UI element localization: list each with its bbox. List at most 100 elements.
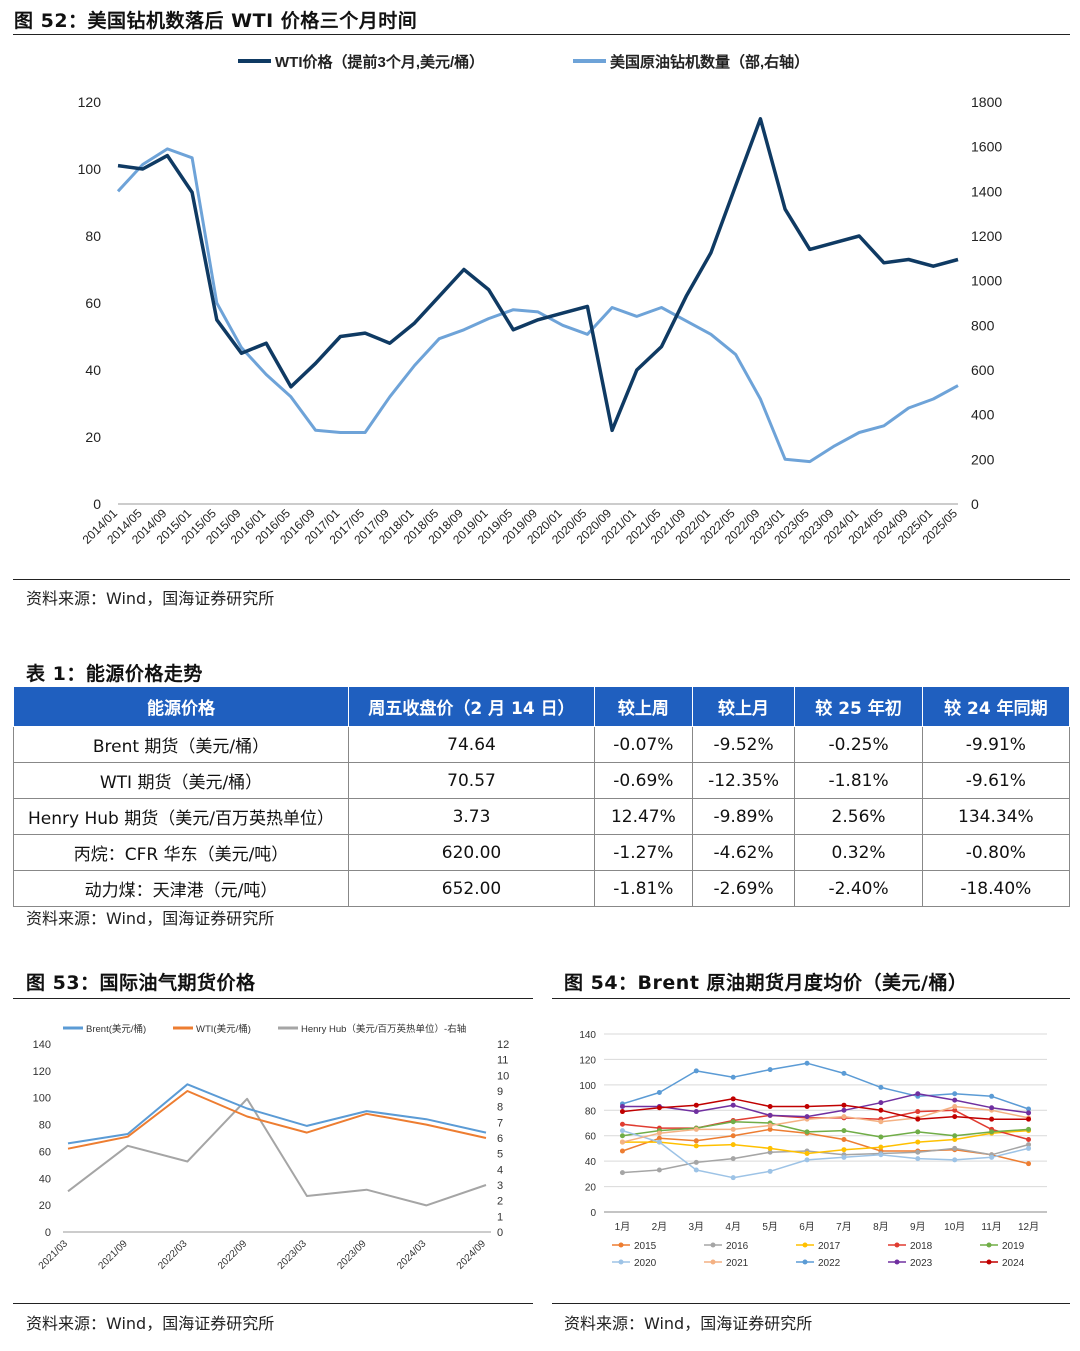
y-right-tick-label: 800 <box>971 317 995 333</box>
data-point-2018 <box>952 1107 958 1113</box>
table-cell: -2.40% <box>794 870 923 907</box>
data-point-2020 <box>656 1139 662 1145</box>
x-tick-label: 2022/09 <box>216 1238 250 1272</box>
x-tick-label: 11月 <box>981 1221 1001 1233</box>
data-point-2020 <box>952 1157 958 1163</box>
data-point-2021 <box>878 1119 884 1125</box>
y-right-tick-label: 7 <box>497 1117 503 1129</box>
data-point-2022 <box>804 1060 810 1066</box>
data-point-2024 <box>619 1109 625 1115</box>
data-point-2018 <box>1026 1137 1032 1143</box>
table-header-cell: 较 24 年同期 <box>921 686 1071 727</box>
y-left-tick-label: 40 <box>85 362 101 378</box>
data-point-2015 <box>767 1126 773 1132</box>
x-tick-label: 7月 <box>836 1221 852 1233</box>
x-tick-label: 8月 <box>873 1221 889 1233</box>
data-point-2016 <box>730 1156 736 1162</box>
table-cell: -0.80% <box>921 834 1071 871</box>
data-point-2023 <box>1026 1110 1032 1116</box>
data-point-2021 <box>656 1130 662 1136</box>
y-right-tick-label: 1800 <box>971 94 1002 110</box>
y-left-tick-label: 80 <box>39 1120 51 1132</box>
data-point-2024 <box>1026 1116 1032 1122</box>
data-point-2022 <box>878 1084 884 1090</box>
legend-label: WTI(美元/桶) <box>196 1023 251 1035</box>
x-tick-label: 2023/09 <box>335 1238 369 1272</box>
data-point-2017 <box>841 1147 847 1153</box>
series-line-2024 <box>622 1098 1029 1120</box>
table-header-cell: 较上周 <box>594 686 693 727</box>
fig53-bottom-rule <box>13 1303 533 1304</box>
x-tick-label: 12月 <box>1018 1221 1039 1233</box>
data-point-2016 <box>1026 1142 1032 1148</box>
table-row: 丙烷：CFR 华东（美元/吨） 620.00 -1.27% -4.62% 0.3… <box>13 834 1071 871</box>
data-point-2017 <box>767 1145 773 1151</box>
data-point-2020 <box>1026 1145 1032 1151</box>
data-point-2020 <box>915 1156 921 1162</box>
legend-marker <box>802 1242 808 1248</box>
data-point-2024 <box>915 1116 921 1122</box>
y-tick-label: 100 <box>579 1081 596 1092</box>
x-tick-label: 5月 <box>762 1221 778 1233</box>
series-line-2019 <box>622 1120 1029 1138</box>
y-right-tick-label: 0 <box>497 1227 503 1239</box>
y-left-tick-label: 0 <box>45 1227 51 1239</box>
fig54-top-rule <box>552 998 1070 999</box>
y-right-tick-label: 2 <box>497 1196 503 1208</box>
data-point-2023 <box>619 1103 625 1109</box>
table-row: Brent 期货（美元/桶） 74.64 -0.07% -9.52% -0.25… <box>13 726 1071 763</box>
data-point-2016 <box>693 1159 699 1165</box>
table-header-cell: 较 25 年初 <box>794 686 923 727</box>
table-cell: -18.40% <box>921 870 1071 907</box>
data-point-2017 <box>878 1144 884 1150</box>
table-cell-name: Brent 期货（美元/桶） <box>13 726 349 763</box>
data-point-2022 <box>1026 1106 1032 1112</box>
series-line-2017 <box>622 1129 1029 1155</box>
table1-title: 表 1：能源价格走势 <box>26 663 203 685</box>
rig-count-line <box>116 147 959 464</box>
fig52-top-rule <box>13 34 1070 35</box>
table-cell: -9.91% <box>921 726 1071 763</box>
table-cell: -2.69% <box>691 870 796 907</box>
series-line-2021 <box>622 1105 1029 1143</box>
y-left-tick-label: 100 <box>33 1093 51 1105</box>
y-left-tick-label: 40 <box>39 1173 51 1185</box>
fig53-chart: Brent(美元/桶) WTI(美元/桶) Henry Hub（美元/百万英热单位）… <box>33 1023 510 1272</box>
data-point-2021 <box>730 1126 736 1132</box>
table-cell: -12.35% <box>691 762 796 799</box>
x-tick-label: 10月 <box>944 1221 965 1233</box>
table-cell: -0.25% <box>794 726 923 763</box>
x-tick-label: 9月 <box>910 1221 926 1233</box>
legend-label-wti: WTI价格（提前3个月,美元/桶） <box>275 53 484 71</box>
fig52-chart: WTI价格（提前3个月,美元/桶） 美国原油钻机数量（部,右轴） 0 20 40 60 80… <box>78 53 1003 547</box>
y-right-tick-label: 1 <box>497 1211 503 1223</box>
data-point-2024 <box>693 1102 699 1108</box>
data-point-2021 <box>619 1139 625 1145</box>
data-point-2021 <box>767 1123 773 1129</box>
data-point-2021 <box>841 1114 847 1120</box>
y-left-tick-label: 80 <box>85 228 101 244</box>
data-point-2020 <box>619 1128 625 1134</box>
data-point-2020 <box>878 1152 884 1158</box>
x-tick-label: 1月 <box>615 1221 631 1233</box>
legend-label: 2020 <box>634 1258 657 1269</box>
legend-label: 2023 <box>910 1258 933 1269</box>
table-header-cell: 能源价格 <box>13 686 349 727</box>
data-point-2019 <box>841 1128 847 1134</box>
data-point-2016 <box>767 1149 773 1155</box>
series-line-2023 <box>622 1093 1029 1118</box>
data-point-2024 <box>656 1105 662 1111</box>
data-point-2016 <box>915 1149 921 1155</box>
data-point-2024 <box>841 1102 847 1108</box>
data-point-2020 <box>767 1168 773 1174</box>
data-point-2021 <box>693 1126 699 1132</box>
y-right-tick-label: 9 <box>497 1086 503 1098</box>
fig54-source: 资料来源：Wind，国海证券研究所 <box>564 1314 813 1333</box>
y-left-tick-label: 60 <box>39 1146 51 1158</box>
table-cell: -9.61% <box>921 762 1071 799</box>
legend-label: 2018 <box>910 1241 933 1252</box>
data-point-2015 <box>619 1148 625 1154</box>
y-right-tick-label: 12 <box>497 1039 509 1051</box>
y-left-tick-label: 20 <box>39 1200 51 1212</box>
data-point-2019 <box>804 1129 810 1135</box>
